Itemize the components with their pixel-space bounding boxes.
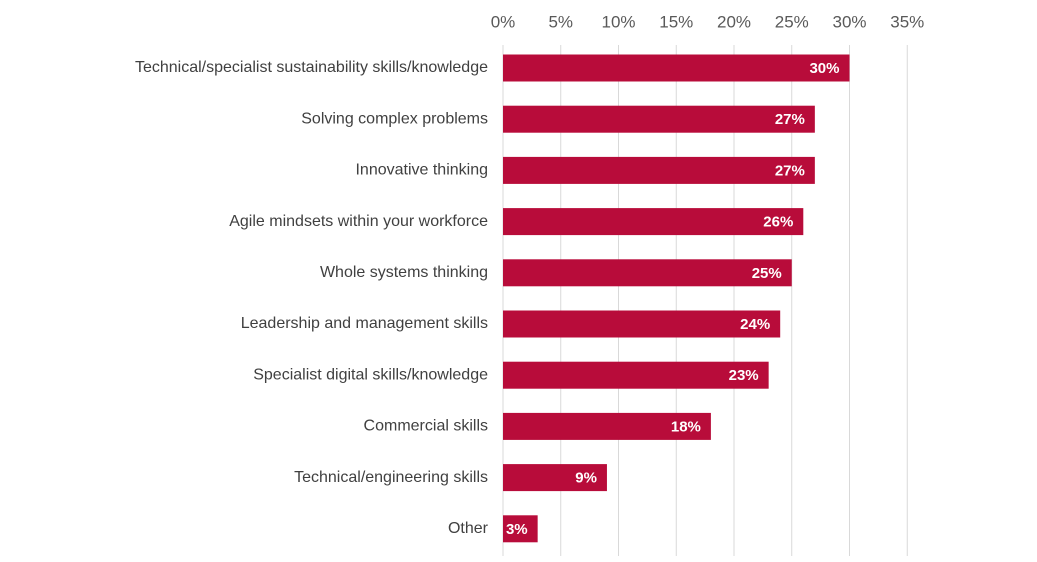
x-tick-label: 10% (601, 12, 635, 31)
category-label: Specialist digital skills/knowledge (253, 366, 488, 383)
data-label: 27% (775, 162, 805, 179)
data-label: 25% (752, 265, 782, 282)
category-label: Whole systems thinking (320, 264, 488, 281)
x-tick-label: 20% (717, 12, 751, 31)
bar (503, 105, 815, 133)
category-label: Technical/specialist sustainability skil… (135, 59, 488, 76)
x-tick-label: 35% (890, 12, 924, 31)
bar (503, 464, 607, 492)
category-labels: Technical/specialist sustainability skil… (135, 59, 489, 537)
category-label: Commercial skills (364, 418, 488, 435)
category-label: Agile mindsets within your workforce (229, 213, 488, 230)
data-label: 23% (729, 367, 759, 384)
x-tick-label: 30% (832, 12, 866, 31)
bar (503, 412, 711, 440)
bar (503, 54, 850, 82)
data-label: 18% (671, 418, 701, 435)
category-label: Innovative thinking (355, 162, 488, 179)
category-label: Other (448, 520, 489, 537)
bar (503, 156, 815, 184)
bar (503, 361, 769, 389)
x-tick-label: 5% (548, 12, 573, 31)
bars (503, 54, 850, 543)
data-label: 9% (575, 470, 597, 487)
bar (503, 208, 804, 236)
x-tick-label: 15% (659, 12, 693, 31)
bar (503, 310, 781, 338)
data-label: 26% (763, 214, 793, 231)
x-tick-label: 25% (775, 12, 809, 31)
data-label: 24% (740, 316, 770, 333)
x-tick-label: 0% (491, 12, 516, 31)
x-axis-ticks: 0% 5% 10% 15% 20% 25% 30% 35% (491, 12, 925, 31)
category-label: Technical/engineering skills (294, 469, 488, 486)
bar (503, 515, 538, 543)
category-label: Solving complex problems (301, 110, 488, 127)
data-label: 27% (775, 111, 805, 128)
data-label: 30% (809, 60, 839, 77)
data-label: 3% (506, 521, 528, 538)
bar (503, 259, 792, 287)
data-labels: 30% 27% 27% 26% 25% 24% 23% 18% 9% 3% (506, 60, 840, 538)
category-label: Leadership and management skills (241, 315, 488, 332)
